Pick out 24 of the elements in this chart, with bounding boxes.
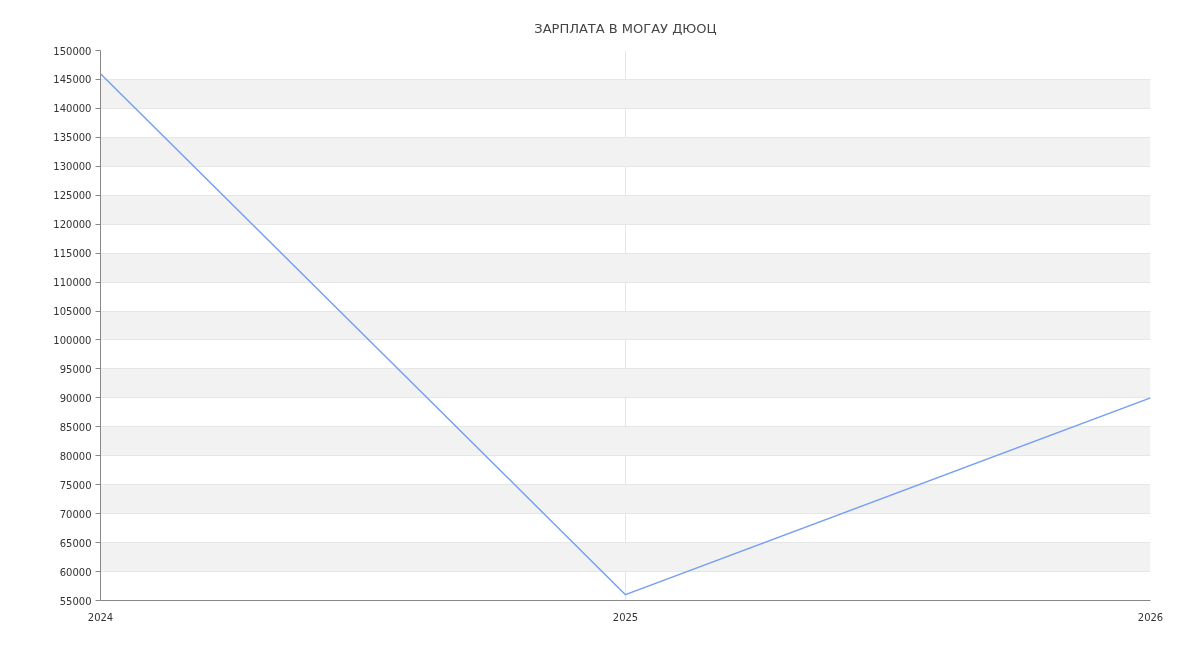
y-tick-label: 105000 xyxy=(53,306,92,318)
y-tick-label: 120000 xyxy=(53,219,92,231)
y-tick-label: 70000 xyxy=(59,508,92,520)
x-tick-label: 2026 xyxy=(1137,611,1164,623)
y-tick-label: 60000 xyxy=(59,566,92,578)
y-tick-label: 130000 xyxy=(53,161,92,173)
chart-title: ЗАРПЛАТА В МОГАУ ДЮОЦ xyxy=(534,20,717,36)
y-tick-label: 150000 xyxy=(53,45,92,57)
y-tick-label: 140000 xyxy=(53,103,92,115)
y-tick-label: 135000 xyxy=(53,132,92,144)
y-tick-label: 100000 xyxy=(53,334,92,346)
y-tick-label: 75000 xyxy=(59,479,92,491)
y-tick-label: 125000 xyxy=(53,190,92,202)
y-tick-label: 110000 xyxy=(53,277,92,289)
y-tick-label: 85000 xyxy=(59,421,92,433)
y-tick-label: 65000 xyxy=(59,537,92,549)
y-tick-label: 95000 xyxy=(59,363,92,375)
y-tick-label: 145000 xyxy=(53,74,92,86)
y-tick-label: 80000 xyxy=(59,450,92,462)
y-tick-label: 115000 xyxy=(53,248,92,260)
x-tick-label: 2024 xyxy=(87,611,114,623)
y-tick-label: 55000 xyxy=(59,595,92,607)
x-tick-label: 2025 xyxy=(612,611,639,623)
y-tick-label: 90000 xyxy=(59,392,92,404)
